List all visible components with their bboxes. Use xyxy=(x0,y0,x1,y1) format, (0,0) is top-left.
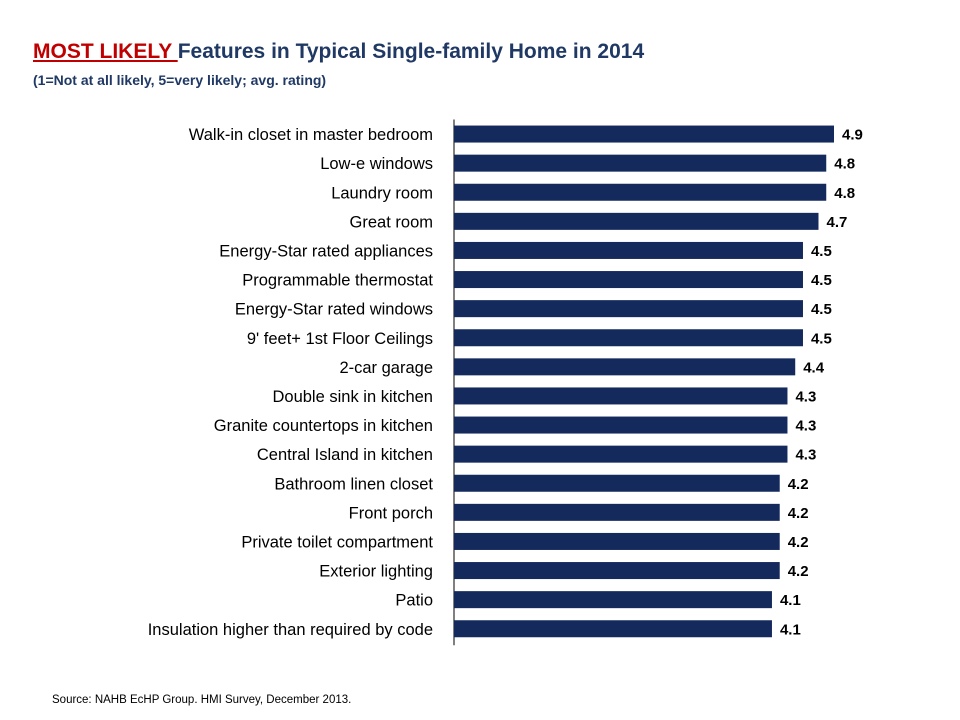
data-label: 4.2 xyxy=(788,476,809,493)
category-label: Programmable thermostat xyxy=(242,272,433,290)
category-label: Low-e windows xyxy=(320,155,433,173)
bar xyxy=(454,562,780,580)
data-label: 4.5 xyxy=(811,301,832,318)
data-label: 4.5 xyxy=(811,272,832,289)
data-label: 4.8 xyxy=(834,185,855,202)
bar xyxy=(454,445,788,463)
bar xyxy=(454,300,803,318)
bar xyxy=(454,474,780,492)
data-label: 4.2 xyxy=(788,563,809,580)
category-label: Great room xyxy=(350,213,433,231)
category-label: 9' feet+ 1st Floor Ceilings xyxy=(247,330,433,348)
bar xyxy=(454,358,796,376)
title-rest: Features in Typical Single-family Home i… xyxy=(177,40,645,63)
category-label: Granite countertops in kitchen xyxy=(214,417,433,435)
category-label: Energy-Star rated windows xyxy=(235,301,433,319)
data-label: 4.3 xyxy=(795,388,816,405)
data-label: 4.1 xyxy=(780,621,801,638)
bar xyxy=(454,125,834,143)
chart-subtitle: (1=Not at all likely, 5=very likely; avg… xyxy=(33,72,327,88)
bar xyxy=(454,329,803,347)
data-label: 4.7 xyxy=(826,214,847,231)
data-label: 4.9 xyxy=(842,127,863,144)
category-label: Walk-in closet in master bedroom xyxy=(189,126,433,144)
chart-title: MOST LIKELY Features in Typical Single-f… xyxy=(33,40,644,64)
category-label: Energy-Star rated appliances xyxy=(219,242,433,260)
data-label: 4.5 xyxy=(811,330,832,347)
bar xyxy=(454,154,827,172)
title-highlight: MOST LIKELY xyxy=(33,40,178,63)
bar xyxy=(454,271,803,289)
category-label: Front porch xyxy=(349,504,433,522)
bar xyxy=(454,212,819,230)
bar xyxy=(454,416,788,434)
bar xyxy=(454,387,788,405)
bar xyxy=(454,620,772,638)
category-label: Patio xyxy=(395,592,433,610)
category-label: 2-car garage xyxy=(339,359,433,377)
category-label: Laundry room xyxy=(331,184,433,202)
category-label: Bathroom linen closet xyxy=(274,475,433,493)
bar xyxy=(454,183,827,201)
bar xyxy=(454,503,780,521)
bar xyxy=(454,241,803,259)
data-label: 4.8 xyxy=(834,156,855,173)
data-label: 4.5 xyxy=(811,243,832,260)
data-label: 4.4 xyxy=(803,359,825,376)
category-label: Exterior lighting xyxy=(319,563,433,581)
data-label: 4.1 xyxy=(780,592,801,609)
data-label: 4.2 xyxy=(788,505,809,522)
category-label: Insulation higher than required by code xyxy=(148,621,433,639)
bar xyxy=(454,591,772,609)
data-label: 4.3 xyxy=(795,447,816,464)
source-note: Source: NAHB EcHP Group. HMI Survey, Dec… xyxy=(52,694,352,706)
data-label: 4.3 xyxy=(795,418,816,435)
data-label: 4.2 xyxy=(788,534,809,551)
bar xyxy=(454,532,780,550)
category-label: Double sink in kitchen xyxy=(272,388,433,406)
category-label: Central Island in kitchen xyxy=(257,446,433,464)
category-label: Private toilet compartment xyxy=(241,533,433,551)
